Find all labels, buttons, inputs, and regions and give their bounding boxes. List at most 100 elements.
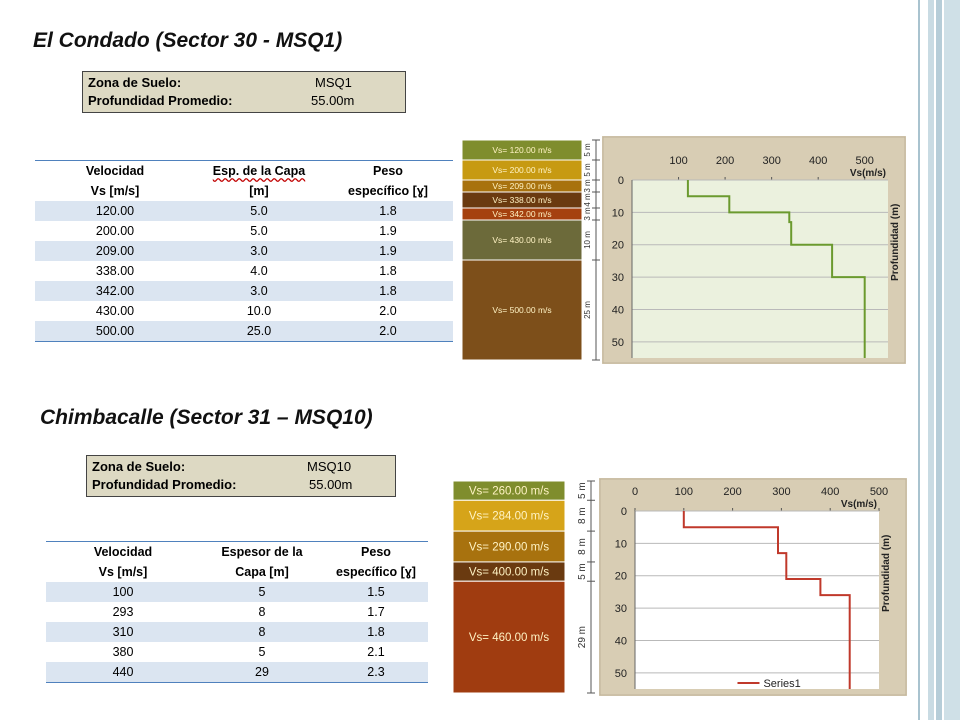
soil-layer-band: [462, 259, 583, 361]
table-row: 342.00 3.0 1.8: [35, 281, 453, 301]
layer-thickness-label: 25 m: [583, 301, 592, 319]
header-thickness-unit: [m]: [249, 184, 269, 198]
x-tick-label: 400: [809, 155, 827, 167]
y-tick-label: 50: [615, 668, 627, 680]
table-row: 310 8 1.8: [46, 622, 428, 642]
zone-label: Zona de Suelo:: [88, 75, 182, 90]
header-velocity: Velocidad: [35, 160, 195, 181]
x-tick-label: 100: [675, 486, 693, 498]
table-row: 380 5 2.1: [112, 645, 385, 659]
table-row: 440 29 2.3: [46, 662, 428, 683]
y-tick-label: 30: [612, 272, 624, 284]
y-tick-label: 50: [612, 337, 624, 349]
layer-thickness-label: 5 m: [583, 143, 592, 157]
soil-layer-label: Vs= 460.00 m/s: [469, 632, 549, 644]
table-row: 338.00 4.0 1.8: [95, 264, 397, 278]
soil-profile-column: Vs= 120.00 m/s 5 m Vs= 200.00 m/s 5 m Vs= 20…: [462, 136, 602, 364]
soil-layer-label: Vs= 430.00 m/s: [492, 235, 551, 245]
soil-layers-table: Velocidad Espesor de la Peso Vs [m/s] Ca…: [46, 541, 428, 683]
layer-thickness-label: 4 m: [583, 193, 592, 207]
x-tick-label: 200: [716, 155, 734, 167]
x-tick-label: 200: [723, 486, 741, 498]
soil-info-box: Zona de Suelo: MSQ10 Profundidad Promedi…: [86, 455, 396, 497]
soil-layer-label: Vs= 284.00 m/s: [469, 511, 549, 523]
table-row: 120.00 5.0 1.8: [35, 201, 453, 221]
layer-thickness-label: 3 m: [583, 179, 592, 193]
soil-profile-column: Vs= 260.00 m/s 5 m Vs= 284.00 m/s 8 m Vs= 29…: [453, 478, 599, 696]
chart-border: [602, 136, 906, 364]
header-unit-weight-unit: específico [ɣ]: [348, 184, 428, 198]
section-title: El Condado (Sector 30 - MSQ1): [33, 29, 343, 52]
soil-layers-table: Velocidad Esp. de la Capa Peso Vs [m/s] …: [35, 160, 453, 342]
y-tick-label: 10: [615, 538, 627, 550]
x-tick-label: 100: [669, 155, 687, 167]
header-thickness: Esp. de la Capa: [195, 160, 323, 181]
soil-layer-band: [453, 530, 566, 563]
x-axis-title: Vs(m/s): [841, 499, 877, 510]
y-axis-title: Profundidad (m): [881, 535, 892, 612]
table-row: 500.00 25.0 2.0: [35, 321, 453, 342]
soil-layer-band: [462, 219, 583, 261]
y-tick-label: 0: [621, 506, 627, 518]
plot-area: [632, 180, 888, 358]
x-tick-label: 300: [772, 486, 790, 498]
depth-value: 55.00m: [309, 477, 353, 492]
soil-layer-label: Vs= 200.00 m/s: [492, 165, 551, 175]
y-tick-label: 20: [612, 240, 624, 252]
velocity-profile-line: [682, 511, 851, 689]
layer-thickness-label: 5 m: [583, 163, 592, 177]
header-velocity: Velocidad: [46, 541, 200, 562]
velocity-depth-chart: 100 200 300 400 500 0 10 20 30 40 50 Vs(m/s) Profund…: [602, 136, 906, 364]
layer-thickness-label: 3 m: [583, 207, 592, 221]
zone-value: MSQ1: [315, 75, 352, 90]
header-thickness-unit: Capa [m]: [235, 565, 289, 579]
layer-thickness-label: 29 m: [577, 626, 588, 648]
legend-label: Series1: [763, 678, 800, 690]
soil-info-box: Zona de Suelo: MSQ1 Profundidad Promedio…: [82, 71, 406, 113]
x-axis-title: Vs(m/s): [850, 168, 886, 179]
soil-layer-label: Vs= 260.00 m/s: [469, 486, 549, 498]
depth-value: 55.00m: [311, 93, 355, 108]
table-row: 293 8 1.7: [112, 605, 385, 619]
x-tick-label: 0: [632, 486, 638, 498]
header-unit-weight-unit: específico [ɣ]: [336, 565, 416, 579]
velocity-profile-line: [686, 180, 866, 358]
depth-label: Profundidad Promedio:: [92, 477, 237, 492]
soil-layer-label: Vs= 400.00 m/s: [469, 567, 549, 579]
soil-layer-label: Vs= 209.00 m/s: [492, 181, 551, 191]
y-tick-label: 10: [612, 207, 624, 219]
x-tick-label: 400: [821, 486, 839, 498]
soil-layer-label: Vs= 500.00 m/s: [492, 305, 551, 315]
soil-layer-label: Vs= 338.00 m/s: [492, 195, 551, 205]
layer-thickness-label: 8 m: [577, 507, 588, 524]
y-axis-title: Profundidad (m): [890, 204, 901, 281]
section-title: Chimbacalle (Sector 31 – MSQ10): [40, 406, 373, 429]
zone-value: MSQ10: [307, 459, 352, 474]
x-tick-label: 500: [856, 155, 874, 167]
layer-thickness-label: 5 m: [577, 482, 588, 499]
header-velocity-unit: Vs [m/s]: [90, 184, 140, 198]
table-row: 209.00 3.0 1.9: [35, 241, 453, 261]
layer-thickness-label: 10 m: [583, 231, 592, 249]
table-row: 100 5 1.5: [46, 582, 428, 602]
y-tick-label: 0: [618, 175, 624, 187]
y-tick-label: 20: [615, 571, 627, 583]
soil-layer-label: Vs= 290.00 m/s: [469, 542, 549, 554]
table-row: 430.00 10.0 2.0: [95, 304, 397, 318]
table-row: 200.00 5.0 1.9: [95, 224, 397, 238]
soil-layer-band: [453, 580, 566, 694]
x-tick-label: 500: [870, 486, 888, 498]
y-tick-label: 40: [612, 304, 624, 316]
x-tick-label: 300: [762, 155, 780, 167]
chart-border: [599, 478, 907, 696]
plot-area: [635, 511, 879, 689]
y-tick-label: 30: [615, 603, 627, 615]
header-velocity-unit: Vs [m/s]: [98, 565, 148, 579]
soil-layer-label: Vs= 120.00 m/s: [492, 145, 551, 155]
velocity-depth-chart: 0 100 200 300 400 500 0 10 20 30 40 50 Vs(m/s) Profun…: [599, 478, 907, 696]
y-tick-label: 40: [615, 635, 627, 647]
header-thickness: Espesor de la: [200, 541, 324, 562]
layer-thickness-label: 5 m: [577, 563, 588, 580]
header-unit-weight: Peso: [323, 160, 453, 181]
header-unit-weight: Peso: [324, 541, 428, 562]
